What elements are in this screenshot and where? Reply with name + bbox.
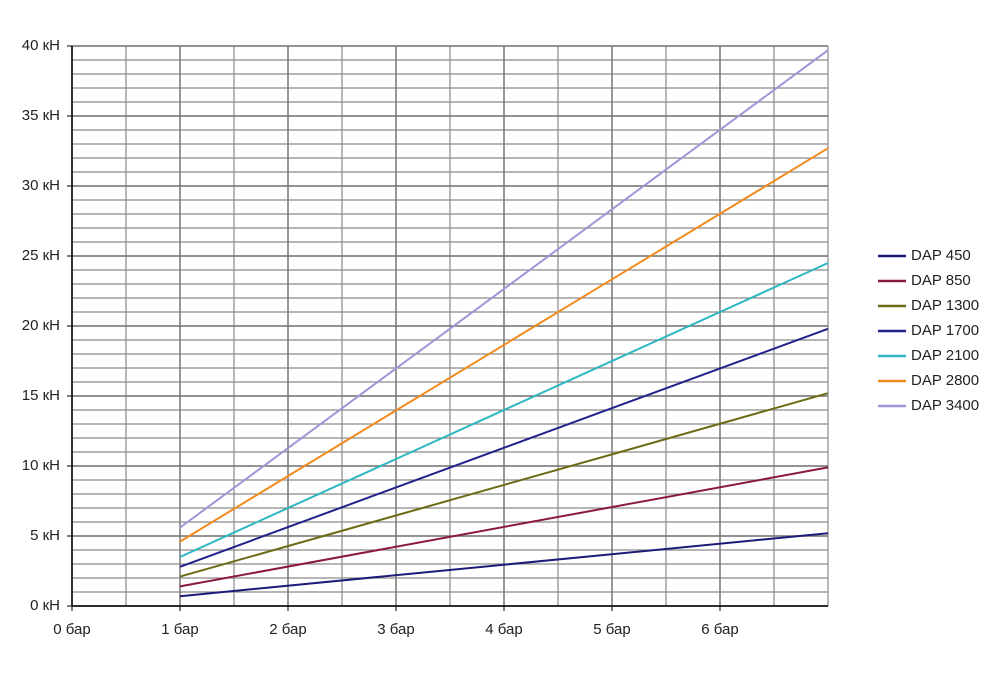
- x-tick-label: 0 бар: [53, 621, 90, 638]
- series-line: [179, 532, 829, 598]
- series-line: [179, 392, 829, 578]
- y-tick-label: 30 кН: [22, 177, 60, 194]
- y-tick-label: 10 кН: [22, 457, 60, 474]
- y-tick-label: 35 кН: [22, 107, 60, 124]
- legend-label: DAP 1700: [911, 322, 979, 339]
- series-line: [179, 147, 829, 543]
- x-tick-label: 4 бар: [485, 621, 522, 638]
- legend-label: DAP 450: [911, 247, 971, 264]
- x-tick-label: 2 бар: [269, 621, 306, 638]
- x-tick-label: 5 бар: [593, 621, 630, 638]
- series-line: [179, 327, 829, 568]
- y-tick-label: 25 кН: [22, 247, 60, 264]
- legend-label: DAP 3400: [911, 397, 979, 414]
- legend-label: DAP 2100: [911, 347, 979, 364]
- y-tick-label: 40 кН: [22, 37, 60, 54]
- x-tick-label: 6 бар: [701, 621, 738, 638]
- series-line: [179, 49, 829, 529]
- y-tick-label: 5 кН: [30, 527, 60, 544]
- legend-label: DAP 850: [911, 272, 971, 289]
- y-tick-label: 20 кН: [22, 317, 60, 334]
- series-line: [179, 262, 829, 558]
- series-line: [179, 466, 829, 588]
- x-tick-label: 1 бар: [161, 621, 198, 638]
- y-tick-label: 0 кН: [30, 597, 60, 614]
- y-tick-label: 15 кН: [22, 387, 60, 404]
- x-tick-label: 3 бар: [377, 621, 414, 638]
- legend-label: DAP 1300: [911, 297, 979, 314]
- legend-label: DAP 2800: [911, 372, 979, 389]
